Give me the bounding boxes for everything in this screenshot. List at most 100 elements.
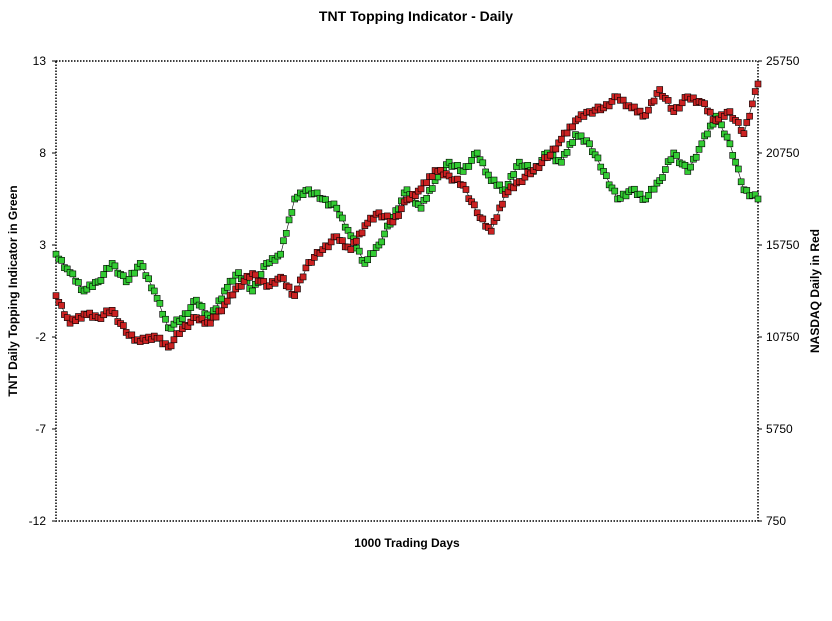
series-marker [735, 119, 742, 126]
series-point [417, 204, 425, 212]
series-marker [58, 257, 65, 264]
series-point [487, 227, 495, 235]
series-marker [746, 112, 753, 120]
right-tick-label: 750 [766, 514, 786, 528]
series-marker [229, 291, 237, 299]
series-marker [280, 237, 287, 245]
series-marker [735, 165, 742, 173]
series-marker [395, 212, 402, 219]
series-marker [218, 295, 225, 303]
series-marker [485, 171, 492, 179]
series-marker [131, 269, 138, 277]
series-marker [167, 342, 175, 350]
series-marker [737, 178, 745, 186]
series-point [52, 292, 60, 299]
series-marker [546, 151, 554, 159]
left-tick-label: 3 [39, 238, 46, 252]
series-marker [552, 145, 560, 153]
series-marker [285, 283, 293, 291]
series-marker [471, 201, 478, 209]
series-marker [302, 264, 310, 272]
x-axis-label: 1000 Trading Days [354, 536, 460, 550]
series-point [754, 80, 762, 88]
series-marker [170, 336, 178, 344]
series-marker [212, 313, 220, 321]
series-point [726, 140, 734, 148]
series-marker [370, 250, 377, 257]
series-marker [645, 106, 652, 114]
series-marker [282, 230, 290, 237]
series-marker [156, 300, 164, 307]
series-marker [510, 171, 518, 178]
series-marker [156, 334, 164, 342]
series-marker [218, 307, 225, 315]
series-point [389, 218, 397, 226]
series-marker [499, 200, 506, 208]
series-point [235, 269, 242, 276]
series-marker [594, 154, 602, 162]
series-marker [63, 314, 71, 321]
series-marker [687, 163, 694, 171]
series-marker [381, 230, 388, 238]
y-axis-left-label: TNT Daily Topping Indicator in Green [6, 185, 20, 396]
series-point [698, 140, 706, 148]
series-marker [468, 157, 475, 164]
left-tick-label: -7 [35, 422, 46, 436]
series-marker [223, 284, 231, 291]
series-marker [479, 215, 487, 223]
series-marker [187, 304, 195, 311]
series-marker [355, 247, 363, 255]
right-axis: 25750 20750 15750 10750 5750 750 [758, 54, 800, 528]
series-marker [285, 216, 293, 224]
series-marker [280, 275, 287, 282]
series-marker [100, 271, 108, 278]
series-marker [313, 189, 321, 197]
series-nasdaq [52, 80, 762, 351]
series-point [277, 250, 284, 258]
series-marker [673, 152, 680, 159]
series-point [417, 185, 425, 193]
series-marker [749, 100, 756, 108]
series-marker [257, 271, 265, 278]
series-line [55, 83, 759, 348]
series-marker [569, 123, 576, 131]
y-axis-right-label: NASDAQ Daily in Red [808, 229, 822, 353]
series-marker [645, 192, 652, 199]
series-marker [139, 263, 147, 270]
series-point [150, 287, 158, 295]
series-marker [120, 272, 127, 280]
series-marker [288, 209, 296, 216]
series-marker [353, 237, 360, 245]
right-tick-label: 15750 [766, 238, 800, 252]
series-marker [695, 146, 703, 153]
chart-title: TNT Topping Indicator - Daily [319, 8, 513, 24]
left-tick-label: 13 [33, 54, 47, 68]
series-marker [723, 133, 731, 141]
series-marker [662, 166, 669, 173]
series-marker [69, 270, 77, 278]
series-marker [378, 238, 386, 246]
series-marker [704, 130, 711, 138]
series-marker [701, 100, 708, 107]
series-marker [339, 237, 346, 244]
series-marker [659, 174, 666, 181]
left-tick-label: 8 [39, 146, 46, 160]
series-marker [563, 129, 571, 137]
series-point [586, 140, 593, 148]
series-line [55, 115, 759, 329]
right-tick-label: 5750 [766, 422, 793, 436]
series-marker [493, 214, 501, 221]
series-marker [339, 214, 346, 222]
series-marker [462, 186, 470, 193]
left-tick-label: -2 [35, 330, 46, 344]
series-tnt [52, 112, 762, 332]
series-marker [681, 162, 689, 169]
series-marker [650, 185, 658, 193]
series-marker [631, 185, 638, 193]
series-marker [577, 132, 585, 140]
series-marker [603, 172, 610, 180]
series-marker [636, 190, 644, 198]
series-marker [729, 152, 737, 159]
series-point [740, 130, 748, 137]
